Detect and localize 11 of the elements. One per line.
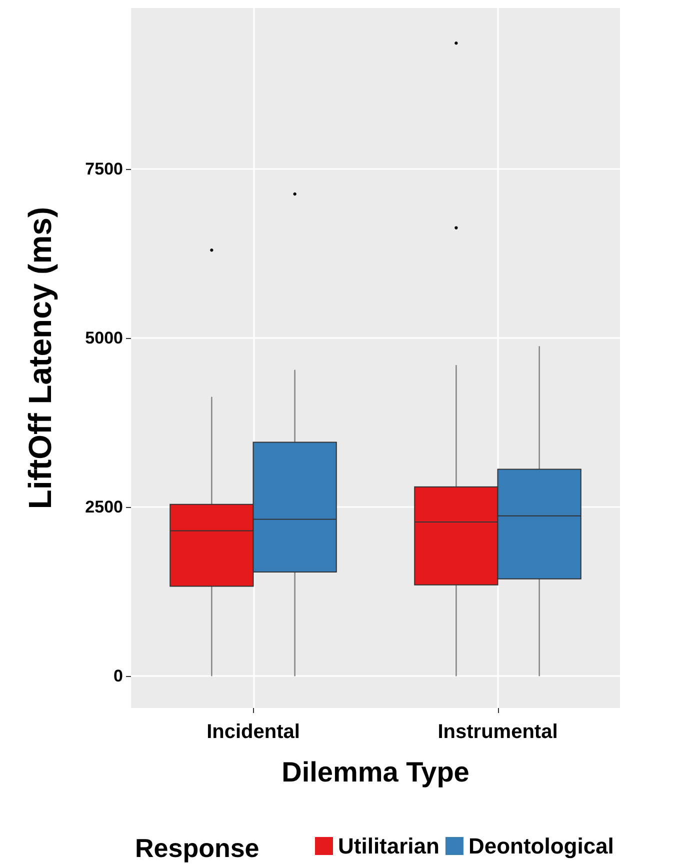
x-tick-label: Incidental	[206, 721, 300, 743]
y-tick-label: 0	[114, 666, 123, 686]
y-tick-label: 7500	[85, 159, 123, 178]
x-tick-label: Instrumental	[438, 721, 558, 743]
y-tick-label: 2500	[85, 498, 123, 517]
legend-title: Response	[135, 833, 260, 863]
legend-label: Deontological	[468, 834, 614, 858]
y-tick-label: 5000	[85, 328, 123, 348]
x-axis-title: Dilemma Type	[282, 756, 470, 788]
legend-label: Utilitarian	[338, 834, 440, 858]
y-axis-title: LiftOff Latency (ms)	[22, 206, 58, 510]
